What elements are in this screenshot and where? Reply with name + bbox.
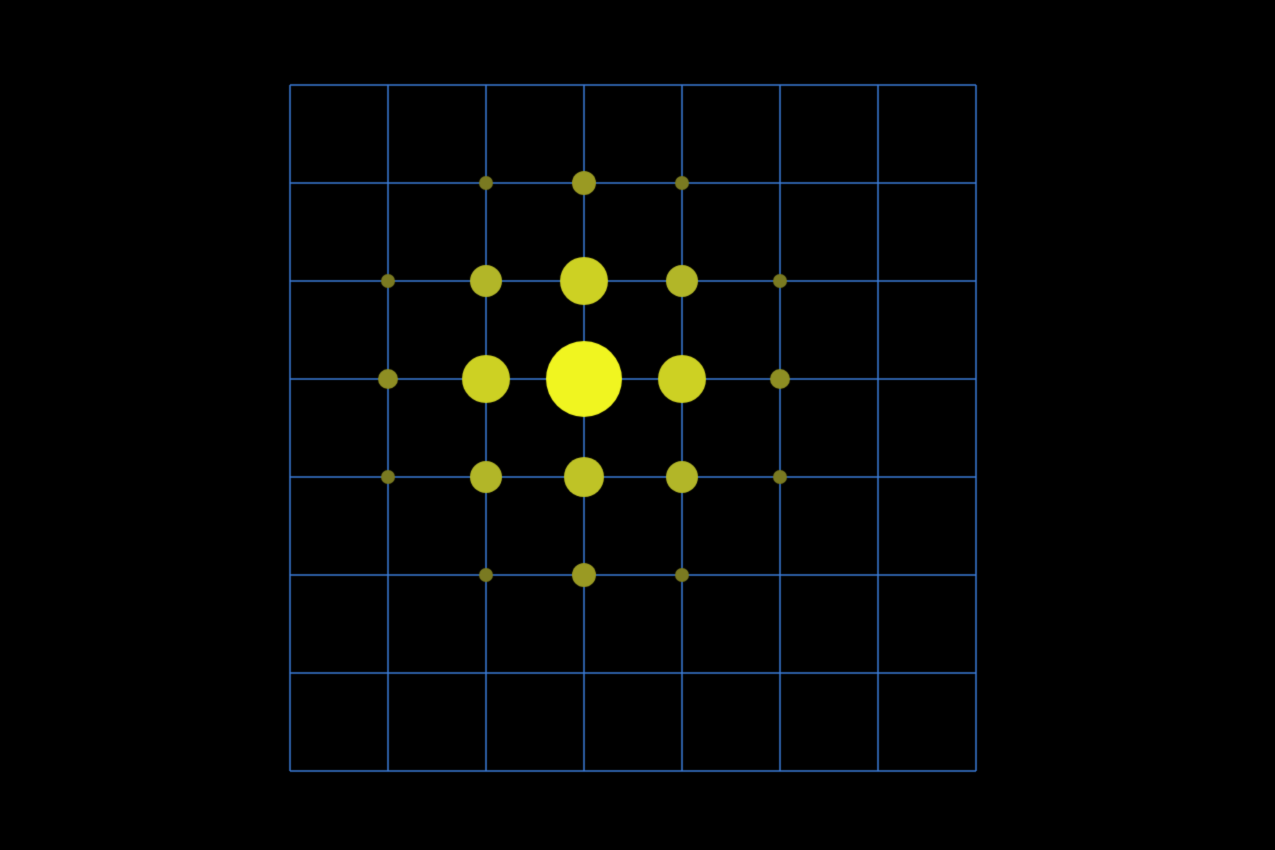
fourier-diffraction-grid xyxy=(0,0,1275,850)
